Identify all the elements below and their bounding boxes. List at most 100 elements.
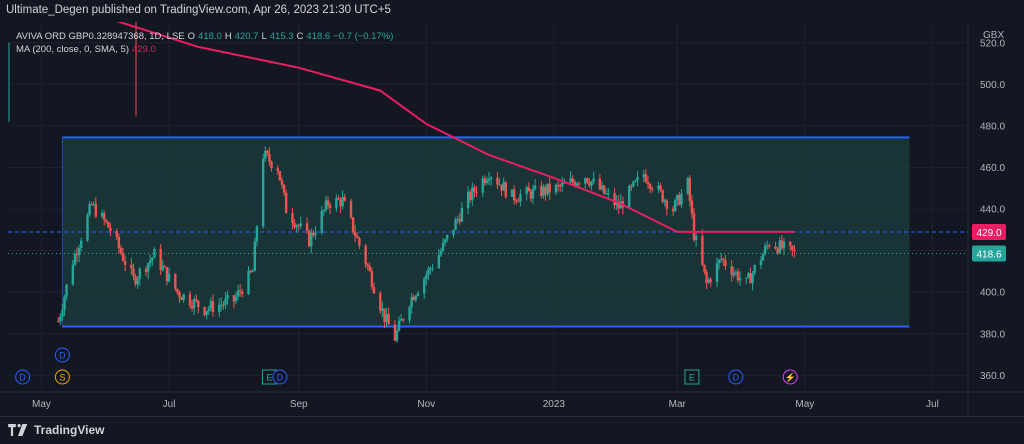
event-marker[interactable]: D [54,347,70,363]
candle-body [489,177,493,179]
candle-body [485,180,489,184]
candle-body [395,330,399,341]
candle-body [305,223,309,231]
candle-body [780,240,784,249]
event-marker[interactable]: D [272,369,288,385]
candle-body [529,191,533,199]
candle-body [515,200,518,202]
event-marker[interactable]: ⚡ [782,369,798,385]
event-marker[interactable]: S [54,369,70,385]
high-key: H [224,31,232,42]
candle-body [224,298,227,305]
event-marker[interactable]: E [684,369,700,385]
candle-body [178,292,181,298]
candle-body [556,184,560,186]
event-marker[interactable]: D [15,369,31,385]
candle-body [209,301,213,309]
candle-body [174,273,177,289]
candle-body [586,178,589,183]
ma-value: 429.0 [132,44,156,55]
candle-body [630,186,633,188]
candle-body [247,270,250,295]
candle-body [759,260,763,266]
candle-body [130,264,133,269]
ma-200-line [116,22,795,233]
candle-body [368,266,372,272]
candle-body [134,276,137,285]
candle-body [402,319,405,321]
candle-body [569,178,572,183]
close-key: C [296,31,304,42]
event-marker[interactable]: D [728,369,744,385]
y-tick-label: 500.0 [980,80,1005,91]
candle-body [203,307,206,315]
candle-body [253,241,256,272]
candle-body [648,184,652,189]
candle-body [554,184,558,193]
candle-body [264,150,267,159]
marker-label: D [733,373,740,383]
ma-label[interactable]: MA (200, close, 0, SMA, 5) [16,44,129,55]
candle-body [761,253,765,261]
candle-body [692,213,696,240]
candle-body [487,178,491,181]
x-tick-label: May [795,399,814,410]
candle-body [220,304,223,306]
candle-body [607,193,610,195]
candle-body [218,304,221,313]
candle-body [519,194,522,202]
candle-body [732,272,735,276]
candle-body [299,223,303,227]
open-value: 418.0 [198,31,222,42]
marker-circle [15,369,31,385]
candle-body [644,174,648,183]
candle-body [379,293,382,311]
symbol-label[interactable]: AVIVA ORD GBP0.328947368, 1D, LSE [16,31,185,42]
candle-body [410,296,413,307]
candle-body [439,250,443,256]
candle-body [546,183,549,195]
candle-body [197,300,200,308]
candle-body [314,232,317,236]
candle-body [63,296,66,311]
candle-body [408,306,411,321]
candle-body [358,237,361,246]
candle-body [195,298,198,301]
last-price-label-bg [972,245,1006,262]
tradingview-brand[interactable]: TradingView [8,423,104,437]
candle-body [634,180,637,182]
x-tick-label: May [32,399,51,410]
candle-body [789,241,792,246]
candle-body [190,305,194,309]
candle-body [776,248,779,253]
earnings-marker-box [684,369,700,385]
candle-body [176,288,179,293]
candle-body [270,161,273,169]
candle-body [149,260,152,264]
candle-body [665,200,669,209]
candle-body [793,250,796,252]
marker-circle [272,369,288,385]
candle-body [768,245,771,247]
candle-body [226,295,229,299]
price-chart[interactable]: 360.0380.0400.0420.0440.0460.0480.0500.0… [0,22,1024,416]
marker-label: ⚡ [785,372,796,384]
ma-price-label-text: 429.0 [976,228,1001,239]
candle-body [94,203,98,217]
candle-body [709,279,712,283]
ma-row: MA (200, close, 0, SMA, 5) 429.0 [16,43,393,56]
candle-body [456,218,459,220]
candle-body [105,220,108,223]
currency-label[interactable]: GBX [983,30,1005,41]
candle-body [188,294,192,306]
candle-body [701,236,704,265]
candle-body [80,240,83,248]
candle-body [540,185,543,197]
candle-body [77,247,81,256]
ma-price-label-bg [972,223,1006,240]
candle-body [661,190,664,202]
y-tick-label: 380.0 [980,329,1005,340]
low-value: 415.3 [269,31,294,42]
candle-body [387,314,390,325]
candle-body [473,187,476,192]
